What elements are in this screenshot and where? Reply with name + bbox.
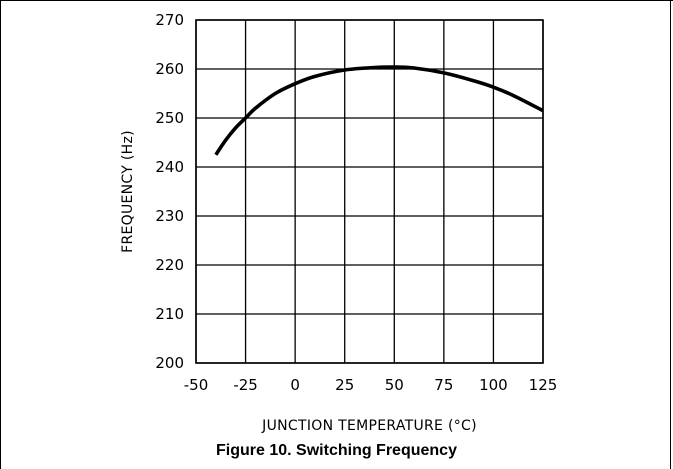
y-tick-label: 210 (155, 305, 184, 323)
plot-border (195, 19, 544, 364)
y-tick-label: 240 (155, 158, 184, 176)
grid (195, 19, 544, 364)
tick-labels: -50 -25 0 25 50 75 100 125 200 210 220 230 240 250 260… (155, 11, 557, 394)
x-tick-label: 25 (335, 376, 354, 394)
y-tick-label: 200 (155, 354, 184, 372)
x-tick-label: 100 (479, 376, 508, 394)
y-tick-label: 250 (155, 109, 184, 127)
x-tick-label: -50 (184, 376, 209, 394)
y-axis-label: FREQUENCY (Hz) (120, 130, 136, 253)
frame-right-border (670, 0, 671, 469)
frequency-chart: -50 -25 0 25 50 75 100 125 200 210 220 230 240 250 260… (120, 11, 557, 434)
y-tick-label: 260 (155, 60, 184, 78)
series-group (214, 65, 544, 156)
frame-left-border (0, 0, 1, 469)
x-tick-label: 50 (385, 376, 404, 394)
x-tick-label: -25 (233, 376, 258, 394)
y-tick-label: 220 (155, 256, 184, 274)
frame-top-border (0, 0, 673, 1)
x-tick-label: 0 (290, 376, 300, 394)
figure-caption: Figure 10. Switching Frequency (216, 442, 457, 459)
y-tick-label: 270 (155, 11, 184, 29)
frequency-series-line (214, 65, 544, 156)
x-axis-label: JUNCTION TEMPERATURE (°C) (261, 418, 477, 434)
x-tick-label: 75 (434, 376, 453, 394)
x-tick-label: 125 (529, 376, 558, 394)
y-tick-label: 230 (155, 207, 184, 225)
